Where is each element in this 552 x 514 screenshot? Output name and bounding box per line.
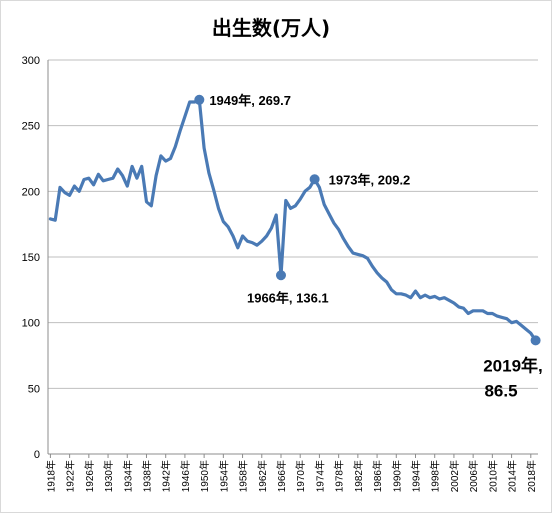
x-tick-label: 1934年 xyxy=(121,460,134,492)
annotation-1966: 1966年, 136.1 xyxy=(247,290,329,305)
data-point-marker xyxy=(194,94,205,105)
chart-title: 出生数(万人) xyxy=(212,16,330,40)
annotation-1949: 1949年, 269.7 xyxy=(209,93,291,108)
x-tick-label: 1978年 xyxy=(333,460,346,492)
y-tick-label: 250 xyxy=(22,121,40,133)
data-point-marker xyxy=(309,174,320,185)
y-tick-label: 300 xyxy=(22,55,40,67)
data-point-marker xyxy=(275,270,286,281)
annotation-2019-line1: 2019年, xyxy=(483,355,543,375)
series-line xyxy=(48,98,538,342)
x-tick-label: 1930年 xyxy=(102,460,115,492)
x-tick-label: 1946年 xyxy=(179,460,192,492)
x-tick-label: 1982年 xyxy=(352,460,365,492)
annotation-1973: 1973年, 209.2 xyxy=(329,172,411,187)
x-tick-label: 1970年 xyxy=(294,460,307,492)
x-tick-label: 1986年 xyxy=(371,460,384,492)
y-tick-label: 0 xyxy=(34,449,40,461)
y-tick-label: 50 xyxy=(28,383,40,395)
y-tick-label: 100 xyxy=(22,318,40,330)
data-point-marker xyxy=(530,335,541,346)
x-tick-label: 2010年 xyxy=(486,460,499,492)
y-tick-label: 200 xyxy=(22,186,40,198)
y-tick-label: 150 xyxy=(22,252,40,264)
x-tick-label: 1938年 xyxy=(140,460,153,492)
x-tick-label: 1962年 xyxy=(256,460,269,492)
x-tick-label: 2018年 xyxy=(525,460,538,492)
x-tick-label: 1974年 xyxy=(313,460,326,492)
x-tick-label: 1926年 xyxy=(83,460,96,492)
x-tick-label: 1966年 xyxy=(275,460,288,492)
x-tick-label: 1998年 xyxy=(429,460,442,492)
x-tick-label: 1922年 xyxy=(64,460,77,492)
x-tick-label: 2002年 xyxy=(448,460,461,492)
axis-layer: 0 50 100 150 200 250 300 1918年 1922年 1926年 1930年 19… xyxy=(22,55,538,492)
x-tick-label: 1958年 xyxy=(237,460,250,492)
annotation-2019-line2: 86.5 xyxy=(484,381,517,400)
x-tick-label: 1994年 xyxy=(410,460,423,492)
grid-layer xyxy=(48,59,538,389)
x-tick-label: 1918年 xyxy=(44,460,57,492)
x-tick-label: 1954年 xyxy=(217,460,230,492)
annotation-layer: 1949年, 269.7 1966年, 136.1 1973年, 209.2 2019… xyxy=(209,93,542,401)
series-layer xyxy=(48,94,541,346)
x-tick-label: 1990年 xyxy=(390,460,403,492)
x-tick-label: 2006年 xyxy=(467,460,480,492)
x-tick-label: 1942年 xyxy=(160,460,173,492)
x-tick-label: 1950年 xyxy=(198,460,211,492)
x-tick-label: 2014年 xyxy=(506,460,519,492)
